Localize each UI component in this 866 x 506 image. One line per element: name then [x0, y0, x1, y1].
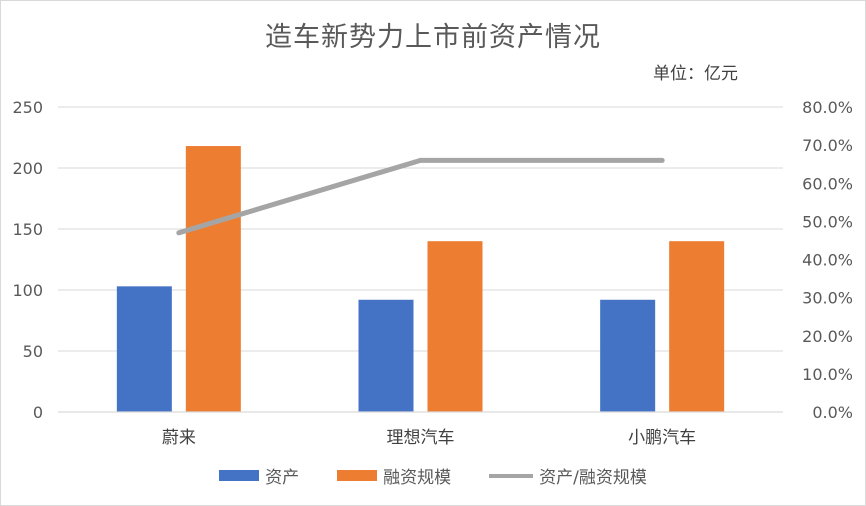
x-tick-label: 理想汽车	[387, 428, 455, 448]
y-right-tick-label: 20.0%	[802, 327, 853, 346]
unit-label: 单位：亿元	[653, 64, 738, 84]
y-left-tick-label: 150	[12, 220, 43, 239]
bar-assets	[600, 299, 656, 412]
bar-financing	[185, 146, 241, 413]
legend-label-assets: 资产	[265, 468, 300, 488]
y-right-tick-label: 40.0%	[802, 251, 853, 270]
bar-financing	[427, 241, 483, 412]
ratio-point	[418, 157, 423, 163]
y-right-tick-label: 80.0%	[802, 98, 853, 117]
y-right-tick-label: 70.0%	[802, 136, 853, 155]
bar-assets	[116, 286, 172, 412]
ratio-point	[176, 230, 182, 236]
legend-swatch-ratio	[489, 473, 534, 478]
x-tick-label: 小鹏汽车	[628, 428, 696, 448]
y-left-tick-label: 100	[12, 281, 43, 300]
legend-item-assets: 资产	[219, 463, 299, 488]
x-tick-label: 蔚来	[162, 428, 196, 448]
chart-title: 造车新势力上市前资产情况	[265, 22, 601, 53]
y-left-tick-label: 0	[33, 403, 43, 422]
legend-label-ratio: 资产/融资规模	[539, 468, 647, 488]
y-left-tick-label: 250	[12, 98, 43, 117]
legend-item-financing: 融资规模	[337, 463, 451, 488]
bar-financing	[669, 241, 725, 412]
legend-item-ratio: 资产/融资规模	[489, 463, 647, 488]
y-left-tick-label: 200	[12, 159, 43, 178]
legend: 资产 融资规模 资产/融资规模	[1, 463, 865, 488]
ratio-line	[178, 157, 663, 236]
y-right-tick-label: 30.0%	[802, 289, 853, 308]
y-right-tick-label: 0.0%	[812, 403, 853, 422]
y-right-tick-label: 10.0%	[802, 365, 853, 384]
legend-swatch-financing	[337, 470, 378, 481]
ratio-point	[659, 157, 665, 163]
legend-label-financing: 融资规模	[383, 468, 452, 488]
y-right-tick-label: 50.0%	[802, 212, 853, 231]
y-left-tick-label: 50	[23, 342, 43, 361]
bar-assets	[358, 299, 414, 412]
y-right-tick-label: 60.0%	[802, 174, 853, 193]
legend-swatch-assets	[219, 470, 260, 481]
